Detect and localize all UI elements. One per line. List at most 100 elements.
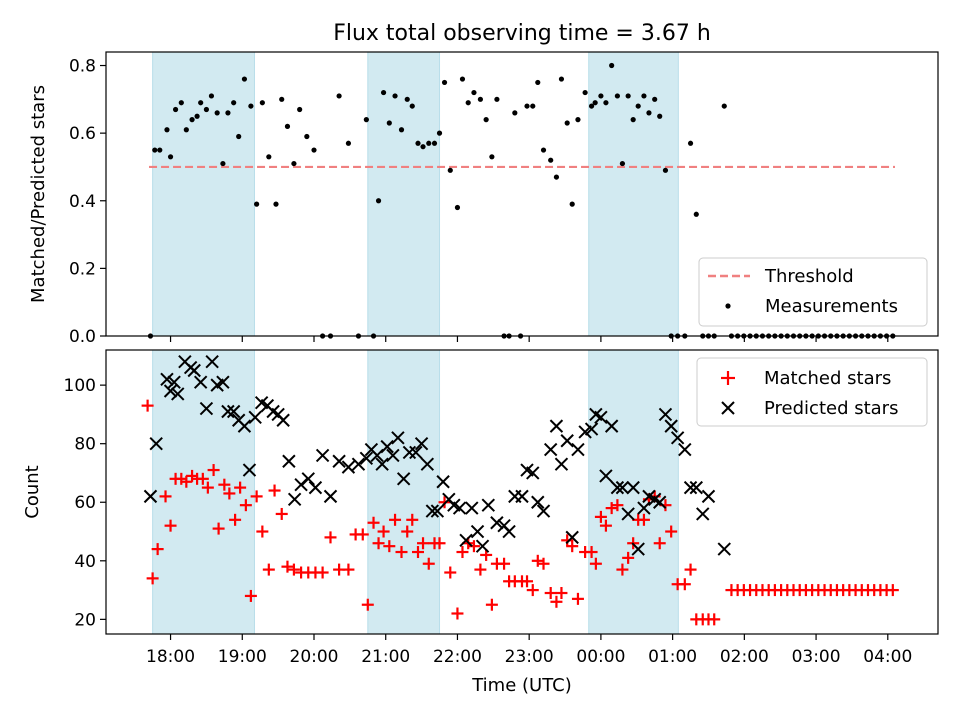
- top-shade-1: [367, 51, 441, 337]
- bottom-ytick-label: 100: [64, 376, 96, 396]
- matched-star-point: [678, 578, 691, 591]
- matched-star-point: [207, 464, 220, 477]
- measurement-point: [646, 110, 652, 116]
- predicted-star-point: [341, 460, 356, 474]
- predicted-star-point: [301, 472, 315, 486]
- predicted-star-point: [599, 469, 613, 483]
- predicted-star-point: [237, 419, 252, 433]
- matched-star-point: [401, 525, 414, 538]
- measurement-point: [454, 204, 461, 211]
- legend-measurements-swatch: [725, 303, 731, 309]
- matched-star-point: [151, 543, 164, 556]
- measurement-point: [447, 167, 453, 173]
- top-legend-box: [698, 257, 928, 327]
- matched-star-point: [708, 613, 721, 626]
- bottom-panel: 20 40 60 80 100 18:00 19:00 20:00 21:00 22:00 23:…: [22, 349, 939, 696]
- measurement-point: [630, 117, 636, 123]
- matched-star-point: [886, 584, 899, 597]
- bottom-ytick-label: 80: [74, 435, 96, 455]
- matched-star-point: [389, 513, 402, 526]
- matched-star-point: [395, 546, 408, 559]
- predicted-star-point: [160, 372, 174, 386]
- matched-star-point: [550, 595, 563, 608]
- matched-star-point: [223, 487, 236, 500]
- predicted-star-point: [287, 492, 302, 507]
- predicted-star-point: [490, 516, 504, 530]
- measurement-point: [693, 211, 699, 217]
- bottom-y-ticks: 20 40 60 80 100: [64, 376, 106, 630]
- bottom-x-ticks: 18:00 19:00 20:00 21:00 22:00 23:00 00:00 01:00…: [146, 634, 912, 667]
- measurement-point: [524, 103, 530, 109]
- predicted-star-point: [637, 501, 651, 515]
- measurement-point: [167, 154, 174, 160]
- predicted-star-point: [332, 454, 346, 468]
- matched-star-point: [589, 557, 602, 570]
- measurement-point: [404, 96, 410, 102]
- measurement-point: [540, 147, 547, 153]
- predicted-star-point: [163, 384, 178, 398]
- measurement-point: [662, 167, 669, 173]
- measurement-point: [575, 117, 581, 123]
- measurement-point: [530, 103, 536, 109]
- matched-star-point: [239, 499, 252, 512]
- predicted-star-point: [584, 422, 599, 436]
- matched-star-point: [616, 563, 629, 576]
- measurement-point: [477, 96, 483, 102]
- matched-star-point: [599, 519, 612, 532]
- predicted-star-point: [193, 375, 208, 389]
- measurement-point: [459, 76, 466, 82]
- matched-star-point: [383, 540, 396, 553]
- predicted-star-point: [594, 410, 608, 425]
- predicted-star-point: [701, 489, 716, 504]
- matched-star-point: [141, 399, 154, 412]
- predicted-star-point: [502, 524, 516, 539]
- measurement-point: [652, 96, 658, 102]
- matched-star-point: [275, 507, 288, 520]
- predicted-star-point: [436, 475, 450, 489]
- x-axis-label: Time (UTC): [471, 675, 572, 696]
- bottom-legend: Matched stars Predicted stars: [696, 357, 928, 427]
- predicted-star-point: [351, 457, 366, 471]
- matched-star-point: [412, 546, 424, 559]
- predicted-star-point: [515, 489, 529, 504]
- measurement-point: [152, 147, 158, 153]
- matched-star-point: [281, 560, 294, 573]
- predicted-star-point: [526, 466, 540, 480]
- bottom-xtick-label: 02:00: [720, 647, 769, 667]
- matched-star-point: [342, 563, 355, 576]
- predicted-star-point: [396, 472, 411, 486]
- measurement-point: [311, 147, 317, 153]
- predicted-star-point: [315, 448, 330, 463]
- top-y-axis-label: Matched/Predicted stars: [28, 85, 49, 303]
- top-y-ticks: 0.0 0.2 0.4 0.6 0.8: [69, 57, 106, 347]
- measurement-point: [564, 120, 570, 126]
- matched-star-point: [637, 513, 650, 526]
- predicted-star-point: [171, 387, 185, 401]
- matched-star-point: [146, 572, 159, 585]
- predicted-star-point: [554, 457, 569, 471]
- matched-star-point: [180, 475, 193, 488]
- measurement-point: [415, 140, 421, 146]
- top-panel: 0.00.20.40.60.8 Matched/Predicted stars …: [28, 51, 939, 347]
- bottom-xtick-label: 03:00: [792, 647, 841, 667]
- matched-star-point: [218, 478, 231, 491]
- predicted-star-point: [391, 431, 405, 445]
- matched-star-point: [433, 537, 446, 550]
- bottom-legend-box: [696, 357, 928, 427]
- predicted-star-point: [226, 404, 241, 419]
- measurement-point: [194, 113, 200, 119]
- top-axes-frame: [105, 51, 939, 337]
- measurement-point: [208, 93, 215, 99]
- matched-star-point: [444, 566, 457, 579]
- matched-star-point: [566, 540, 579, 553]
- top-legend: Threshold Measurements: [698, 257, 928, 327]
- measurement-point: [553, 174, 560, 180]
- matched-star-point: [406, 513, 419, 526]
- legend-matched-label: Matched stars: [764, 368, 891, 389]
- matched-star-point: [417, 537, 430, 550]
- measurement-point: [304, 133, 310, 140]
- predicted-star-point: [664, 419, 678, 433]
- predicted-star-point: [560, 434, 574, 448]
- measurement-point: [363, 117, 369, 123]
- matched-star-point: [377, 525, 390, 538]
